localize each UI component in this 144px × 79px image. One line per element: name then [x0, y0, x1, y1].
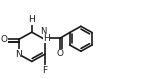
Text: F: F [42, 66, 48, 75]
Text: N: N [40, 27, 47, 36]
Text: O: O [1, 35, 8, 44]
Text: H: H [43, 34, 50, 43]
Text: O: O [56, 49, 63, 58]
Text: F: F [42, 66, 48, 75]
Text: H: H [28, 15, 35, 24]
Text: O: O [56, 49, 63, 58]
Text: N: N [15, 50, 22, 59]
Text: N: N [40, 27, 47, 36]
Text: N: N [15, 50, 22, 59]
Text: H: H [43, 34, 50, 43]
Text: O: O [1, 35, 8, 44]
Text: H: H [28, 15, 35, 24]
